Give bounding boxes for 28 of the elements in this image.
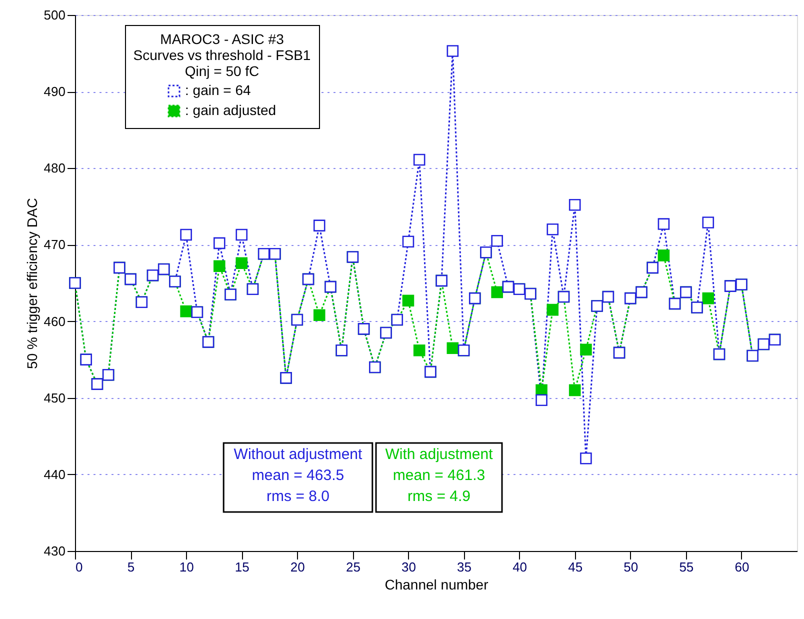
y-tick-label: 480 (44, 160, 66, 176)
y-tick-label: 450 (44, 390, 66, 406)
x-tick-label: 10 (179, 560, 194, 574)
x-tick-label: 0 (76, 560, 83, 574)
y-tick-label: 470 (44, 237, 66, 252)
annotation: With adjustment mean = 461.3 rms = 4.9 (385, 446, 494, 505)
legend-label: : gain adjusted (185, 102, 276, 118)
legend-label: : gain = 64 (185, 82, 251, 98)
x-tick-label: 50 (624, 560, 638, 574)
x-tick-label: 5 (127, 560, 135, 574)
x-tick-label: 60 (734, 560, 750, 574)
annotation: Without adjustment mean = 463.5 rms = 8.0 (234, 446, 364, 505)
y-tick-label: 440 (44, 466, 66, 482)
y-tick-label: 460 (44, 314, 66, 329)
y-axis-title: 50 % trigger efficiency DAC (24, 198, 40, 369)
y-tick-label: 500 (44, 8, 66, 22)
x-tick-label: 40 (512, 560, 528, 574)
x-tick-label: 55 (679, 560, 694, 574)
x-tick-label: 45 (568, 560, 583, 574)
x-tick-label: 35 (457, 560, 472, 574)
legend-title: MAROC3 - ASIC #3 Scurves vs threshold - FSB1 Qinj = 50 fC (133, 31, 311, 79)
x-tick-label: 15 (234, 560, 250, 574)
y-tick-label: 430 (44, 544, 66, 558)
x-axis-title: Channel number (384, 576, 489, 592)
x-tick-label: 20 (290, 560, 305, 574)
x-tick-label: 25 (346, 560, 360, 574)
y-tick-label: 490 (44, 84, 66, 100)
x-tick-label: 30 (401, 560, 416, 574)
